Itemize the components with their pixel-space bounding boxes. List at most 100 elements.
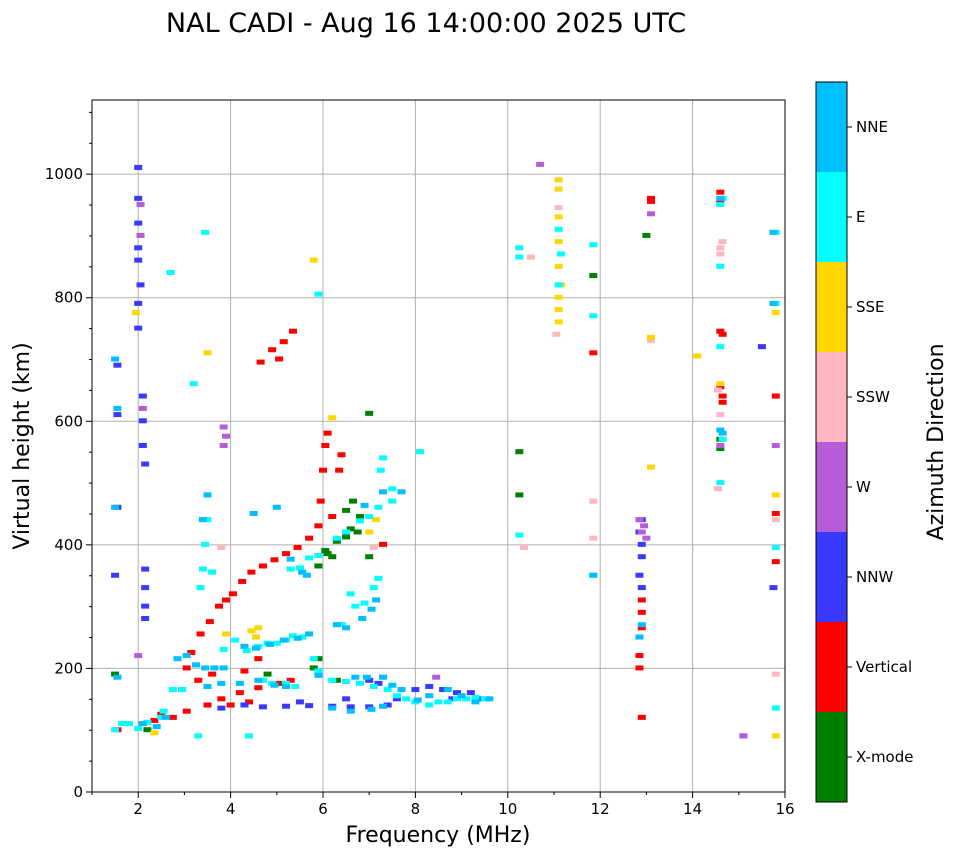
data-point-nne: [235, 680, 244, 686]
data-point-nne: [362, 674, 371, 680]
x-axis-label: Frequency (MHz): [346, 823, 531, 848]
data-point-e: [309, 656, 318, 662]
data-point-e: [118, 721, 127, 727]
data-point-x-mode: [589, 273, 598, 279]
data-point-vertical: [319, 467, 327, 473]
data-point-nne: [113, 674, 122, 680]
data-point-vertical: [168, 714, 177, 720]
data-point-e: [168, 687, 177, 693]
data-point-nne: [379, 674, 388, 680]
data-point-e: [716, 480, 725, 486]
data-point-e: [124, 721, 133, 727]
data-point-w: [138, 405, 147, 411]
data-point-vertical: [718, 393, 727, 399]
data-point-nne: [272, 504, 281, 510]
data-point-e: [462, 696, 471, 702]
data-point-sse: [131, 310, 140, 316]
data-point-nne: [210, 665, 219, 671]
data-point-vertical: [589, 350, 598, 356]
data-point-e: [556, 251, 565, 257]
data-point-nne: [252, 645, 261, 651]
data-point-e: [337, 622, 346, 628]
data-point-ssw: [718, 239, 727, 245]
data-point-vertical: [771, 393, 780, 399]
data-point-vertical: [196, 631, 205, 637]
data-point-nne: [485, 696, 494, 702]
data-point-ssw: [589, 535, 598, 541]
colorbar-tick-label: SSW: [856, 388, 890, 406]
data-point-nne: [182, 653, 191, 659]
data-point-nne: [637, 622, 646, 628]
data-point-nne: [265, 641, 274, 647]
data-point-vertical: [215, 603, 224, 609]
data-point-e: [425, 702, 434, 708]
data-point-x-mode: [365, 410, 374, 416]
data-point-e: [374, 504, 383, 510]
y-tick-label: 1000: [45, 165, 83, 183]
data-point-sse: [328, 415, 337, 421]
data-point-sse: [554, 186, 563, 192]
data-point-nnw: [134, 220, 143, 226]
data-point-vertical: [282, 551, 291, 557]
x-tick-label: 6: [318, 800, 328, 818]
data-point-w: [221, 433, 230, 439]
data-point-x-mode: [277, 680, 286, 686]
data-point-nne: [217, 680, 226, 686]
data-point-vertical: [637, 597, 646, 603]
data-point-e: [351, 603, 360, 609]
data-point-vertical: [771, 559, 780, 565]
data-point-nne: [379, 489, 388, 495]
data-point-nne: [219, 665, 228, 671]
data-point-nnw: [141, 616, 150, 621]
data-point-ssw: [589, 498, 598, 504]
data-point-nnw: [383, 702, 392, 708]
data-point-w: [635, 517, 644, 523]
data-point-nnw: [138, 443, 147, 448]
data-point-e: [388, 486, 397, 492]
data-point-nne: [346, 708, 355, 714]
data-point-nnw: [282, 703, 291, 709]
data-point-nnw: [134, 325, 143, 331]
data-point-nne: [191, 662, 200, 668]
data-point-nne: [293, 635, 302, 641]
data-point-w: [771, 443, 780, 448]
data-point-ssw: [716, 412, 725, 418]
data-point-nnw: [134, 300, 143, 306]
data-point-e: [383, 687, 392, 693]
data-point-e: [157, 714, 166, 720]
data-point-nnw: [240, 702, 249, 708]
colorbar-swatch-w: [816, 442, 847, 532]
data-point-w: [536, 161, 545, 167]
data-point-ssw: [217, 544, 226, 550]
data-point-ssw: [714, 486, 723, 492]
data-point-vertical: [205, 619, 214, 625]
data-point-nne: [152, 724, 161, 730]
data-point-e: [282, 680, 291, 686]
data-point-ssw: [771, 517, 780, 523]
plot-frame: [91, 99, 786, 793]
data-point-vertical: [716, 198, 725, 204]
data-point-nnw: [342, 696, 351, 702]
data-point-nne: [113, 405, 122, 411]
data-point-nnw: [365, 677, 374, 683]
data-point-vertical: [245, 699, 254, 705]
data-point-e: [771, 544, 780, 550]
data-point-e: [515, 532, 524, 538]
data-point-x-mode: [353, 529, 362, 535]
data-point-w: [640, 523, 649, 529]
data-point-e: [242, 648, 251, 654]
data-point-x-mode: [342, 534, 351, 540]
colorbar-swatch-ssw: [816, 352, 847, 442]
data-point-vertical: [256, 359, 265, 365]
data-point-vertical: [254, 685, 263, 691]
data-point-nne: [201, 665, 210, 671]
data-point-vertical: [182, 665, 191, 671]
x-tick-label: 4: [226, 800, 236, 818]
data-point-e: [554, 282, 563, 288]
data-point-vertical: [637, 609, 646, 615]
data-point-vertical: [270, 557, 279, 563]
colorbar-tick-label: Vertical: [856, 658, 912, 676]
data-point-nne: [769, 229, 778, 235]
x-tick-label: 8: [411, 800, 421, 818]
data-point-e: [342, 679, 351, 685]
